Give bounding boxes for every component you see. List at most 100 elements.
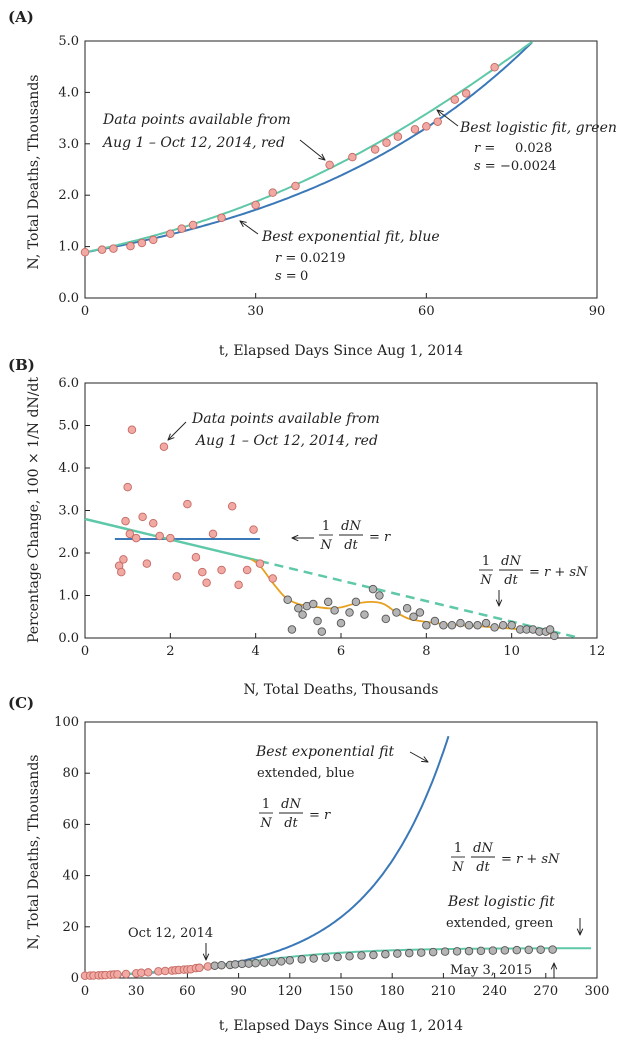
panel-a-y-tick-label: 4.0 [58,85,79,100]
panel-c: (C) 0 20 40 60 80 100 0 30 60 90 120 150 180 210 240 2… [8,694,609,1034]
panel-b-x-ticks: 0 2 4 6 8 10 12 [81,633,605,659]
panel-b-data-note-line1: Data points available from [191,411,380,427]
panel-b-log-eq-dn: dN [501,554,521,569]
panel-c-x-tick-label: 180 [380,984,405,999]
panel-a-red-data-point [80,248,90,257]
panel-b-red-data-point [138,512,147,522]
panel-b-gray-data-point [309,599,318,609]
panel-c-log-title-line1: Best logistic fit [447,894,555,910]
panel-c-log-eq-dt: dt [476,860,490,875]
panel-b-gray-data-point [456,618,465,628]
panel-b-red-data-point [255,559,265,568]
panel-b-red-data-point [183,499,192,509]
panel-b-gray-data-point [336,618,346,628]
panel-b-y-tick-label: 4.0 [58,461,79,476]
panel-c-gray-data-point [251,958,260,968]
panel-a-exp-s-name: s = [275,269,297,284]
panel-b-red-data-point [119,555,128,564]
panel-a-exp-r-name: r = [275,251,296,266]
panel-b-y-axis-label: Percentage Change, 100 × 1/N dN/dt [26,377,42,643]
panel-c-frame [84,721,598,979]
panel-b-red-data-point [249,525,258,534]
panel-b-marks [84,382,598,641]
panel-b-frame [84,382,598,639]
panel-c-gray-data-point [488,946,498,955]
panel-a-y-tick-label: 0.0 [58,291,79,306]
panel-c-red-data-point [195,963,204,973]
panel-c-log-eq-n: N [451,860,464,875]
panel-c-gray-data-point [297,955,306,964]
panel-c-log-eq-dn: dN [473,841,493,856]
panel-a-red-data-point [251,200,260,210]
panel-c-gray-data-point [440,947,450,956]
panel-c-label: (C) [8,694,34,712]
panel-b-red-data-point [142,559,152,568]
panel-b: (B) 0.0 1.0 2.0 3.0 4.0 5.0 6.0 0 2 4 6 8 10 12 N, T… [8,356,605,698]
panel-a-x-tick-label: 30 [247,304,264,319]
panel-c-y-tick-label: 60 [62,817,79,832]
panel-a-marks [80,40,598,299]
panel-b-gray-data-point [550,631,559,641]
panel-c-gray-data-point [548,945,557,954]
panel-a-red-data-point [268,188,277,197]
panel-b-red-data-point [191,553,201,562]
panel-b-y-tick-label: 1.0 [58,589,79,604]
panel-a-logistic-title: Best logistic fit, green [459,120,617,136]
panel-b-red-data-point [117,567,126,577]
panel-a-exp-s-value: 0 [300,269,308,284]
panel-a-red-data-point [166,229,175,238]
panel-a-x-ticks: 0 30 60 90 [81,293,605,319]
panel-c-x-tick-label: 300 [585,984,610,999]
panel-c-x-ticks: 0 30 60 90 120 150 180 210 240 270 300 [81,973,610,999]
panel-b-log-eq-n: N [479,573,492,588]
panel-b-gray-data-point [313,616,322,626]
panel-b-gray-data-point [317,627,327,636]
panel-b-gray-data-point [283,595,292,605]
panel-c-gray-data-point [464,946,474,956]
panel-a-red-data-point [109,244,118,253]
panel-c-y-tick-label: 100 [54,715,79,730]
panel-a-red-data-point [450,95,460,104]
panel-a-red-data-point [382,138,391,148]
panel-b-x-tick-label: 8 [422,644,430,659]
panel-c-x-tick-label: 0 [81,984,89,999]
panel-b-x-tick-label: 2 [166,644,174,659]
panel-c-gray-data-point [309,954,318,963]
panel-b-red-data-point [123,482,132,492]
panel-b-gray-data-point [464,621,474,630]
panel-c-gray-data-point [321,953,330,963]
panel-a-red-data-point [433,117,442,126]
panel-b-gray-data-point [422,621,431,630]
panel-b-x-tick-label: 4 [252,644,260,659]
panel-b-gray-data-point [402,604,412,613]
panel-a-red-data-point [126,241,135,251]
panel-b-data-note-line2: Aug 1 – Oct 12, 2014, red [194,433,378,449]
panel-c-exp-eq-one: 1 [262,797,270,812]
panel-a-exp-title: Best exponential fit, blue [261,229,440,245]
panel-a-y-tick-label: 2.0 [58,188,79,203]
panel-c-y-tick-label: 0 [71,971,79,986]
panel-b-red-data-point [125,529,135,539]
panel-b-gray-data-point [323,597,333,607]
panel-b-log-eq-dt: dt [504,573,518,588]
panel-b-red-data-point [227,502,237,511]
panel-a-red-data-point [177,224,186,233]
panel-a-red-data-point [393,132,403,141]
panel-a-x-axis-label: t, Elapsed Days Since Aug 1, 2014 [219,343,463,359]
panel-c-y-tick-label: 20 [62,920,79,935]
panel-c-exp-eq-n: N [259,816,272,831]
panel-b-gray-data-point [381,614,391,624]
panel-b-gray-data-point [498,621,508,630]
panel-b-red-data-point [127,425,137,435]
panel-c-x-tick-label: 240 [482,984,507,999]
panel-c-x-tick-label: 270 [533,984,558,999]
panel-c-gray-data-point [536,945,545,954]
panel-b-gray-data-point [294,604,303,613]
panel-b-gray-data-point [490,623,499,632]
panel-b-logistic-rate-dashed-line [259,559,581,640]
panel-b-log-eq-one: 1 [482,554,490,569]
panel-a-x-tick-label: 90 [589,304,606,319]
panel-c-gray-data-point [369,950,378,960]
panel-a-logistic-s-name: s = [474,159,496,174]
